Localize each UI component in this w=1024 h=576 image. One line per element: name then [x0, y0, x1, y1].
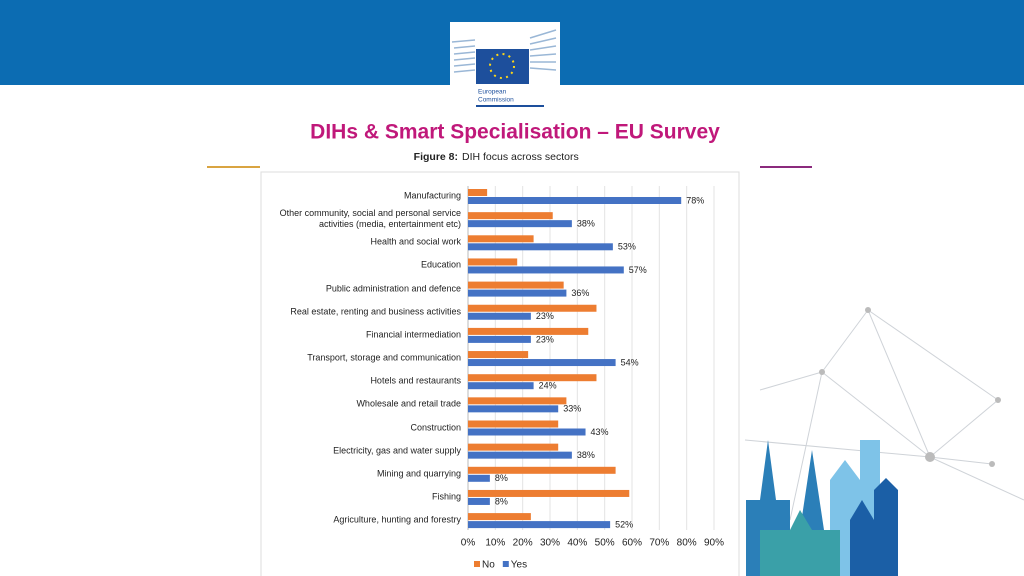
logo-text: European: [478, 89, 507, 96]
bar: [468, 382, 534, 390]
bar: [468, 258, 518, 266]
x-tick-label: 0%: [461, 538, 476, 549]
x-tick-label: 40%: [567, 538, 587, 549]
bar: [468, 289, 567, 297]
x-tick-label: 70%: [649, 538, 669, 549]
x-tick-label: 80%: [677, 538, 697, 549]
data-label: 36%: [571, 288, 589, 298]
bar: [468, 374, 597, 382]
bar: [468, 474, 490, 482]
category-label: Transport, storage and communication: [307, 352, 461, 363]
data-label: 38%: [577, 450, 595, 460]
category-label: Health and social work: [370, 236, 461, 247]
category-label: Other community, social and personal ser…: [279, 208, 461, 230]
category-label: Electricity, gas and water supply: [333, 445, 461, 456]
data-label: 8%: [495, 496, 508, 506]
category-label: Public administration and defence: [325, 283, 461, 294]
data-label: 23%: [536, 334, 554, 344]
bar: [468, 327, 589, 335]
logo-text: Commission: [478, 97, 514, 104]
decoration: [746, 307, 1001, 576]
data-label: 54%: [621, 357, 639, 367]
bar: [468, 243, 613, 251]
bar: [468, 266, 624, 274]
bar: [468, 420, 559, 428]
figure-label: Figure 8:: [414, 151, 458, 163]
figure-caption: DIH focus across sectors: [462, 151, 579, 163]
bar: [468, 443, 559, 451]
category-label: Education: [420, 259, 461, 270]
bar: [468, 489, 630, 497]
x-tick-label: 60%: [622, 538, 642, 549]
data-label: 52%: [615, 519, 633, 529]
bar: [468, 397, 567, 405]
legend-swatch: [502, 561, 509, 567]
bar: [468, 451, 572, 459]
x-tick-label: 90%: [704, 538, 724, 549]
category-label: Hotels and restaurants: [370, 375, 461, 386]
category-label: Agriculture, hunting and forestry: [333, 514, 461, 525]
bar: [468, 220, 572, 228]
category-label: Manufacturing: [403, 190, 461, 201]
data-label: 8%: [495, 473, 508, 483]
bar: [468, 351, 529, 359]
legend-label: Yes: [511, 560, 527, 571]
bar: [468, 521, 611, 529]
bar: [468, 304, 597, 312]
data-label: 33%: [563, 404, 581, 414]
data-label: 38%: [577, 219, 595, 229]
category-label: Financial intermediation: [365, 329, 461, 340]
bar: [468, 513, 531, 521]
bar: [468, 197, 682, 204]
bar: [468, 189, 488, 196]
data-label: 43%: [591, 427, 609, 437]
data-label: 57%: [629, 265, 647, 275]
bar: [468, 335, 531, 343]
category-label: Wholesale and retail trade: [356, 398, 461, 409]
legend-swatch: [474, 561, 480, 567]
data-label: 23%: [536, 311, 554, 321]
bar: [468, 312, 531, 320]
category-label: Fishing: [431, 491, 461, 502]
x-tick-label: 30%: [540, 538, 560, 549]
data-label: 53%: [618, 242, 636, 252]
data-label: 24%: [539, 381, 557, 391]
legend-label: No: [482, 560, 495, 571]
bar: [468, 405, 559, 413]
slide-title: DIHs & Smart Specialisation – EU Survey: [310, 121, 720, 144]
x-tick-label: 20%: [513, 538, 533, 549]
x-tick-label: 50%: [595, 538, 615, 549]
category-label: Real estate, renting and business activi…: [290, 306, 461, 317]
bar: [468, 466, 616, 474]
logo: European Commission: [450, 22, 560, 108]
data-label: 78%: [686, 195, 704, 205]
bar: [468, 235, 534, 243]
bar: [468, 497, 490, 505]
category-label: Construction: [410, 422, 461, 432]
category-label: Mining and quarrying: [376, 468, 461, 479]
bar: [468, 359, 616, 367]
x-tick-label: 10%: [485, 538, 505, 549]
bar: [468, 212, 553, 220]
bar: [468, 428, 586, 436]
bar: [468, 281, 564, 289]
